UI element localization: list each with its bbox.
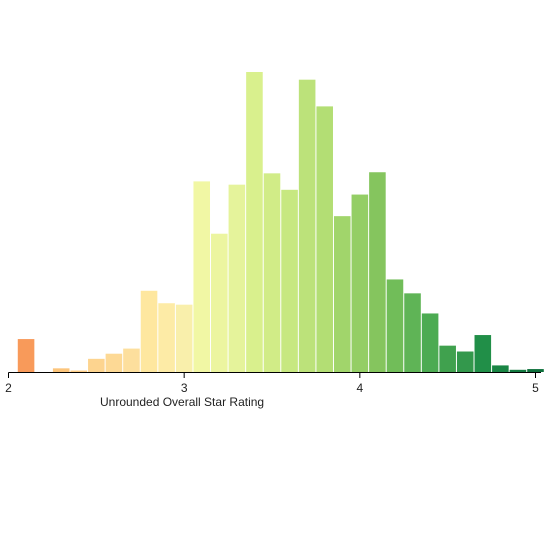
histogram-bar bbox=[246, 72, 263, 372]
histogram-bar bbox=[527, 369, 544, 372]
histogram-bar bbox=[439, 345, 456, 372]
histogram-bar bbox=[105, 353, 123, 372]
histogram-bar bbox=[492, 365, 509, 372]
histogram-bar bbox=[509, 369, 527, 372]
histogram-bar bbox=[88, 358, 105, 372]
histogram-bar bbox=[369, 172, 386, 372]
histogram-bar bbox=[456, 351, 474, 372]
x-tick-label: 4 bbox=[356, 381, 363, 395]
histogram-bar bbox=[404, 293, 421, 372]
histogram-bar bbox=[351, 194, 369, 372]
histogram-bar bbox=[17, 339, 35, 372]
x-axis: 2 3 4 5 bbox=[5, 372, 541, 395]
histogram-bar bbox=[52, 368, 70, 372]
histogram-bar bbox=[70, 370, 88, 372]
histogram-bar bbox=[474, 335, 492, 372]
histogram-bar bbox=[228, 184, 246, 372]
histogram-bar bbox=[263, 173, 281, 372]
histogram-bar bbox=[123, 348, 140, 372]
histogram-bar bbox=[211, 233, 228, 372]
x-axis-ticks: 2 3 4 5 bbox=[5, 372, 539, 395]
histogram-bar bbox=[281, 189, 298, 372]
histogram-bar bbox=[140, 290, 158, 372]
histogram-bar bbox=[421, 313, 439, 372]
x-tick-label: 2 bbox=[5, 381, 12, 395]
histogram-bars bbox=[17, 72, 544, 373]
histogram-bar bbox=[386, 279, 404, 372]
histogram-bar bbox=[193, 181, 211, 372]
histogram-bar bbox=[316, 106, 333, 372]
x-axis-title: Unrounded Overall Star Rating bbox=[100, 395, 264, 409]
histogram-bar bbox=[158, 303, 175, 372]
histogram-bar bbox=[175, 304, 193, 372]
histogram-bar bbox=[298, 79, 316, 373]
histogram-bar bbox=[333, 216, 351, 372]
x-tick-label: 5 bbox=[532, 381, 539, 395]
x-tick-label: 3 bbox=[181, 381, 188, 395]
